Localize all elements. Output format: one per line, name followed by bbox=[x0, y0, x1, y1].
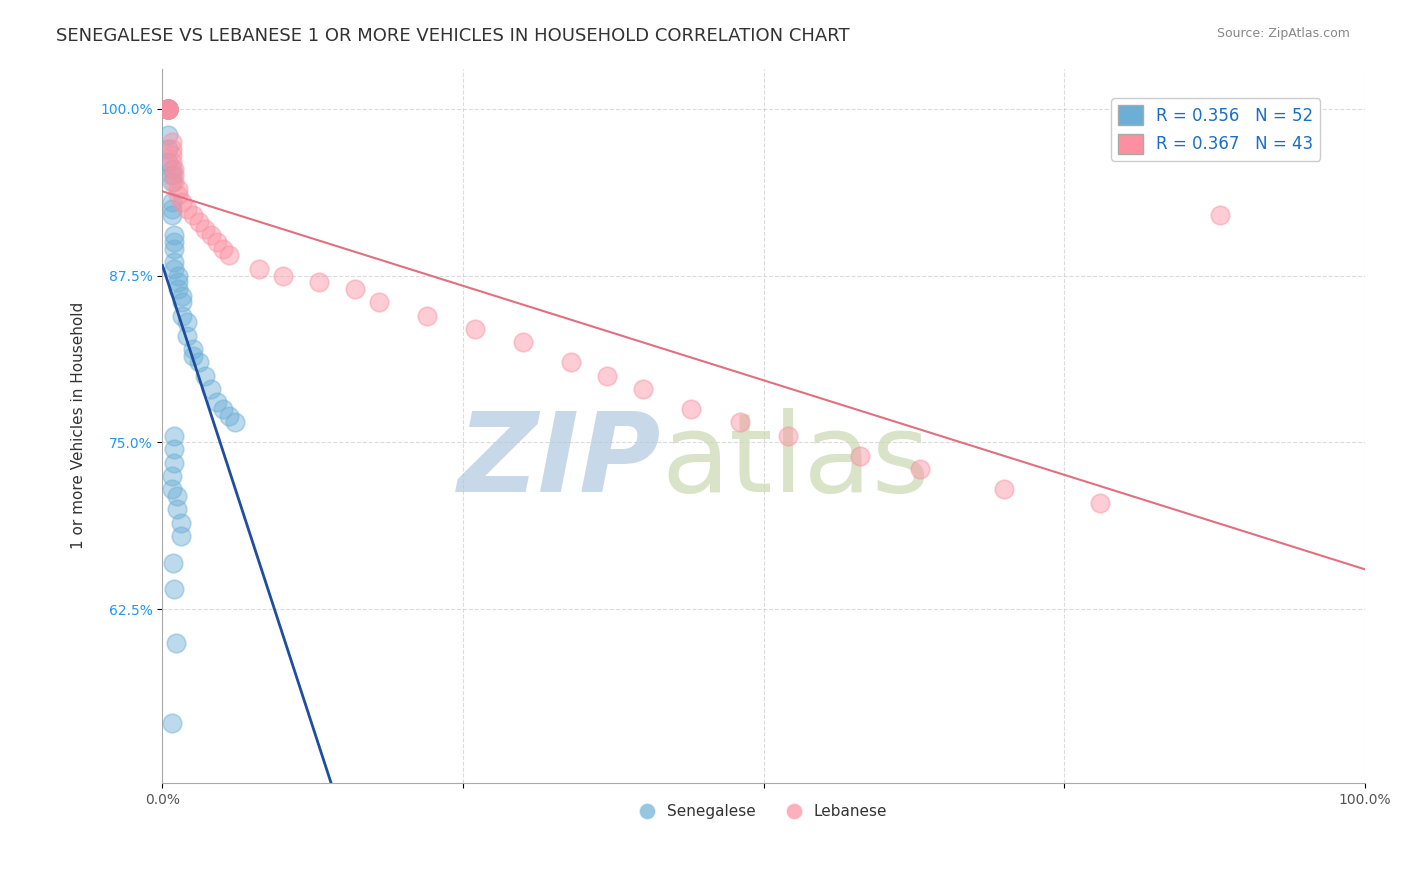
Point bbox=[205, 235, 228, 249]
Point bbox=[343, 282, 366, 296]
Point bbox=[218, 248, 240, 262]
Text: Source: ZipAtlas.com: Source: ZipAtlas.com bbox=[1216, 27, 1350, 40]
Point bbox=[163, 235, 186, 249]
Point bbox=[163, 161, 186, 176]
Point bbox=[176, 315, 198, 329]
Point bbox=[157, 155, 180, 169]
Point bbox=[176, 328, 198, 343]
Point bbox=[165, 636, 187, 650]
Point bbox=[163, 582, 186, 597]
Point bbox=[160, 195, 183, 210]
Point bbox=[157, 102, 180, 116]
Point bbox=[157, 102, 180, 116]
Point bbox=[560, 355, 582, 369]
Point bbox=[160, 202, 183, 216]
Point bbox=[162, 556, 184, 570]
Point bbox=[224, 416, 246, 430]
Y-axis label: 1 or more Vehicles in Household: 1 or more Vehicles in Household bbox=[72, 302, 86, 549]
Point bbox=[157, 128, 180, 143]
Point bbox=[157, 102, 180, 116]
Point bbox=[187, 215, 209, 229]
Point bbox=[157, 102, 180, 116]
Point bbox=[416, 309, 439, 323]
Point bbox=[176, 202, 198, 216]
Point bbox=[160, 142, 183, 156]
Point bbox=[169, 516, 191, 530]
Point bbox=[157, 102, 180, 116]
Point bbox=[157, 102, 180, 116]
Point bbox=[193, 368, 215, 383]
Point bbox=[170, 195, 193, 210]
Point bbox=[211, 402, 233, 417]
Point bbox=[218, 409, 240, 423]
Point bbox=[163, 255, 186, 269]
Point bbox=[163, 242, 186, 256]
Point bbox=[166, 489, 188, 503]
Point bbox=[170, 288, 193, 302]
Point bbox=[167, 282, 190, 296]
Point bbox=[170, 295, 193, 310]
Point bbox=[160, 155, 183, 169]
Legend: Senegalese, Lebanese: Senegalese, Lebanese bbox=[634, 798, 894, 825]
Text: SENEGALESE VS LEBANESE 1 OR MORE VEHICLES IN HOUSEHOLD CORRELATION CHART: SENEGALESE VS LEBANESE 1 OR MORE VEHICLE… bbox=[56, 27, 849, 45]
Point bbox=[163, 228, 186, 243]
Point bbox=[163, 175, 186, 189]
Point bbox=[160, 715, 183, 730]
Point bbox=[200, 228, 222, 243]
Point bbox=[908, 462, 931, 476]
Point bbox=[1090, 495, 1112, 509]
Point bbox=[167, 188, 190, 202]
Point bbox=[160, 169, 183, 183]
Point bbox=[776, 429, 799, 443]
Point bbox=[200, 382, 222, 396]
Point bbox=[169, 529, 191, 543]
Point bbox=[170, 309, 193, 323]
Point bbox=[157, 102, 180, 116]
Point bbox=[181, 209, 204, 223]
Point bbox=[993, 482, 1015, 496]
Point bbox=[160, 161, 183, 176]
Point bbox=[181, 342, 204, 356]
Point bbox=[160, 209, 183, 223]
Point bbox=[848, 449, 870, 463]
Point bbox=[167, 275, 190, 289]
Point bbox=[271, 268, 294, 283]
Point bbox=[1209, 209, 1232, 223]
Point bbox=[160, 482, 183, 496]
Point bbox=[187, 355, 209, 369]
Point bbox=[247, 261, 270, 276]
Point bbox=[464, 322, 486, 336]
Point bbox=[367, 295, 389, 310]
Point bbox=[163, 261, 186, 276]
Point bbox=[166, 502, 188, 516]
Point bbox=[157, 102, 180, 116]
Point bbox=[211, 242, 233, 256]
Point bbox=[512, 335, 534, 350]
Point bbox=[167, 268, 190, 283]
Text: atlas: atlas bbox=[661, 408, 929, 515]
Point bbox=[163, 456, 186, 470]
Point bbox=[167, 182, 190, 196]
Point bbox=[728, 416, 751, 430]
Point bbox=[596, 368, 619, 383]
Point bbox=[163, 442, 186, 457]
Point bbox=[308, 275, 330, 289]
Point bbox=[160, 135, 183, 149]
Point bbox=[157, 102, 180, 116]
Point bbox=[157, 102, 180, 116]
Point bbox=[160, 468, 183, 483]
Text: ZIP: ZIP bbox=[458, 408, 661, 515]
Point bbox=[163, 169, 186, 183]
Point bbox=[193, 221, 215, 235]
Point bbox=[633, 382, 655, 396]
Point bbox=[205, 395, 228, 409]
Point bbox=[157, 142, 180, 156]
Point bbox=[157, 102, 180, 116]
Point bbox=[681, 402, 703, 417]
Point bbox=[160, 175, 183, 189]
Point bbox=[160, 148, 183, 162]
Point bbox=[181, 349, 204, 363]
Point bbox=[157, 102, 180, 116]
Point bbox=[163, 429, 186, 443]
